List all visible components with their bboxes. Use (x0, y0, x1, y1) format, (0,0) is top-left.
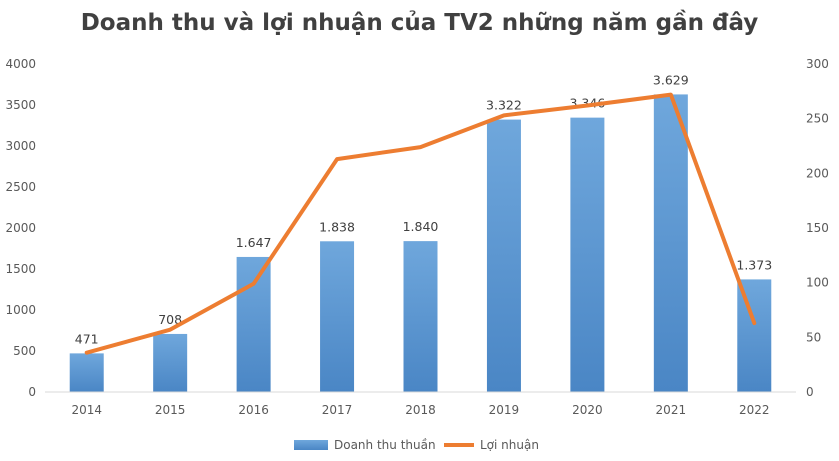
line-point (669, 93, 673, 97)
bar-data-label: 1.838 (319, 219, 355, 234)
right-axis: 0 50 100 150 200 250 300 (806, 57, 829, 399)
x-tick-label: 2019 (489, 403, 520, 417)
y-left-tick-label: 3500 (5, 98, 36, 112)
y-right-tick-label: 150 (806, 221, 829, 235)
bar-series (69, 94, 772, 393)
line-point (168, 328, 172, 332)
chart-title: Doanh thu và lợi nhuận của TV2 những năm… (80, 10, 759, 36)
x-tick-label: 2017 (322, 403, 353, 417)
line-point (752, 321, 756, 325)
left-axis: 0 500 1000 1500 2000 2500 3000 3500 4000 (5, 57, 36, 399)
line-series (84, 92, 757, 355)
x-tick-label: 2018 (405, 403, 436, 417)
bar-data-label: 3.322 (486, 98, 522, 113)
bar (570, 117, 605, 393)
x-tick-label: 2021 (656, 403, 687, 417)
x-tick-label: 2020 (572, 403, 603, 417)
y-right-tick-label: 0 (806, 385, 814, 399)
bar-data-label: 471 (75, 331, 99, 346)
bar (153, 333, 188, 392)
y-left-tick-label: 1000 (5, 303, 36, 317)
y-right-tick-label: 100 (806, 276, 829, 290)
x-tick-label: 2014 (71, 403, 102, 417)
line-point (85, 351, 89, 355)
bar (486, 119, 521, 392)
legend-label-revenue: Doanh thu thuần (334, 438, 436, 452)
y-left-tick-label: 3000 (5, 139, 36, 153)
bar (653, 94, 688, 392)
y-left-tick-label: 0 (28, 385, 36, 399)
bar (403, 241, 438, 392)
line-point (252, 282, 256, 286)
bar-data-label: 1.647 (236, 235, 272, 250)
line-point (419, 145, 422, 149)
bar (320, 241, 355, 392)
line-point (335, 157, 339, 161)
legend-label-profit: Lợi nhuận (480, 438, 539, 452)
bar-data-label: 1.840 (403, 219, 439, 234)
y-left-tick-label: 2500 (5, 180, 36, 194)
bar-data-label: 708 (158, 312, 182, 327)
legend-bar-swatch (294, 440, 328, 450)
y-left-tick-label: 2000 (5, 221, 36, 235)
x-axis: 2014 2015 2016 2017 2018 2019 2020 2021 2022 (45, 391, 796, 417)
line-point (585, 104, 589, 108)
y-left-tick-label: 4000 (5, 57, 36, 71)
bar (737, 279, 772, 392)
x-tick-label: 2015 (155, 403, 186, 417)
bar-data-label: 3.629 (653, 72, 689, 87)
y-right-tick-label: 50 (806, 330, 821, 344)
legend: Doanh thu thuần Lợi nhuận (294, 438, 539, 452)
bar (69, 353, 104, 392)
y-left-tick-label: 500 (13, 344, 36, 358)
y-right-tick-label: 300 (806, 57, 829, 71)
y-right-tick-label: 250 (806, 112, 829, 126)
y-left-tick-label: 1500 (5, 262, 36, 276)
x-tick-label: 2016 (238, 403, 269, 417)
y-right-tick-label: 200 (806, 166, 829, 180)
bar-data-label: 1.373 (736, 257, 772, 272)
line-point (502, 113, 506, 117)
x-tick-label: 2022 (739, 403, 770, 417)
bar (236, 256, 271, 392)
